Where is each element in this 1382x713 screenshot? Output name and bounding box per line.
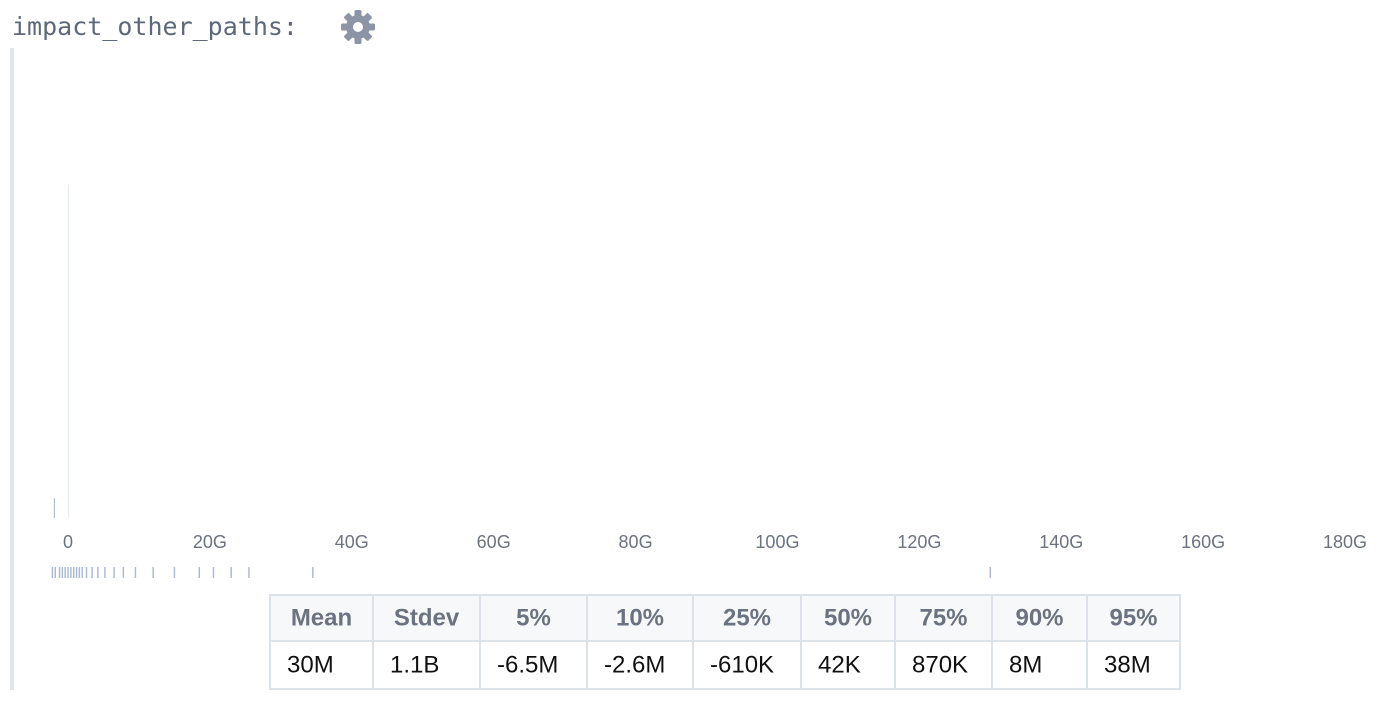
header-text: 50% [824, 604, 872, 631]
cell-title: impact_other_paths: [12, 12, 298, 41]
x-tick-label: 160G [1181, 532, 1225, 552]
cell-text: -2.6M [604, 651, 665, 678]
x-tick-label: 100G [755, 532, 799, 552]
header-cell [1086, 594, 1181, 642]
cell [586, 640, 694, 690]
cell-text: -610K [710, 651, 774, 678]
header-text: 95% [1109, 604, 1157, 631]
header-text: 5% [516, 604, 551, 631]
cell [372, 640, 481, 690]
settings-icon[interactable] [341, 10, 375, 44]
cell-text: 42K [818, 651, 861, 678]
x-tick-label: 60G [477, 532, 511, 552]
x-tick-label: 80G [619, 532, 653, 552]
cell [1086, 640, 1181, 690]
header-text: 10% [616, 604, 664, 631]
x-tick-label: 120G [897, 532, 941, 552]
cell-text: 30M [287, 651, 334, 678]
cell [800, 640, 896, 690]
cell [894, 640, 993, 690]
x-tick-label: 40G [335, 532, 369, 552]
cell-border [10, 48, 14, 690]
cell-text: 870K [912, 651, 968, 678]
x-tick-label: 0 [63, 532, 73, 552]
summary-table: Mean Stdev 5% 10% 25% 50% 75% 90% 95% 30M 1.1B -6.5… [269, 594, 1181, 690]
header-cell [692, 594, 802, 642]
header-text: Stdev [394, 604, 460, 631]
cell [692, 640, 802, 690]
cell-text: 38M [1104, 651, 1151, 678]
cell [991, 640, 1088, 690]
bar [53, 498, 55, 518]
cell-text: -6.5M [497, 651, 558, 678]
header-text: 75% [919, 604, 967, 631]
header-text: Mean [291, 604, 352, 631]
cell-text: 1.1B [390, 651, 439, 678]
cell [269, 640, 374, 690]
cell-text: 8M [1009, 651, 1042, 678]
x-tick-label: 20G [193, 532, 227, 552]
x-tick-label: 140G [1039, 532, 1083, 552]
histogram: 0 20G 40G 60G 80G 100G 120G 140G 160G 180G [51, 185, 1367, 578]
header-text: 25% [723, 604, 771, 631]
bar [68, 185, 70, 518]
x-tick-label: 180G [1323, 532, 1367, 552]
header-text: 90% [1015, 604, 1063, 631]
header-cell [991, 594, 1088, 642]
